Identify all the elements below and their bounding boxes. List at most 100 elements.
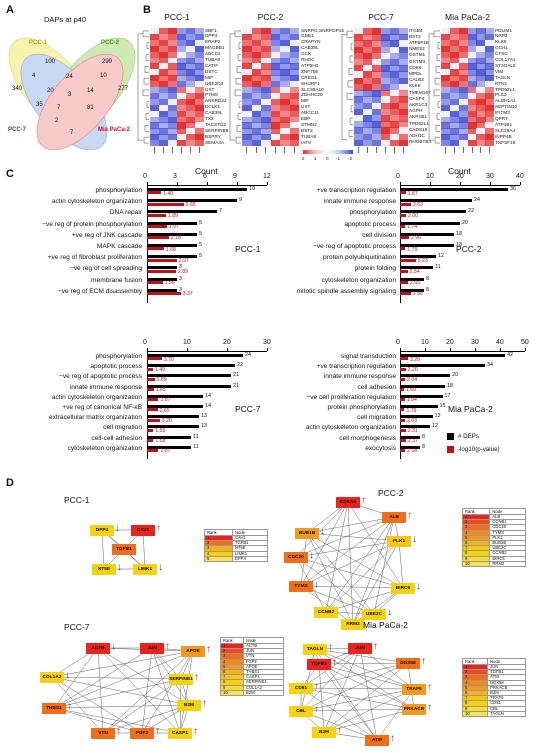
heatmap-cell	[150, 128, 160, 135]
bar-chart-axis	[147, 185, 267, 186]
heatmap-cell	[270, 92, 281, 100]
heatmap-cell	[177, 110, 187, 117]
network-node: TYMS	[289, 580, 313, 592]
bar-chart-count-bar	[147, 255, 197, 259]
heatmap-cell	[242, 98, 252, 106]
heatmap-gene-label: ABCC2	[205, 51, 221, 57]
bar-chart-tick-label: 12	[263, 173, 271, 180]
heatmap-gene-label: SLC29A4	[495, 127, 516, 133]
bar-chart-pvalue-label: 3.56	[412, 291, 423, 298]
heatmap-gene-label: CASP4	[409, 95, 425, 101]
heatmap-cell	[372, 127, 382, 134]
bar-chart-term-label: innate immune response	[69, 383, 142, 391]
heatmap-cell	[399, 121, 409, 128]
network-node: PRKACB	[402, 703, 426, 715]
heatmap-cell	[270, 110, 281, 117]
heatmap-cell	[159, 87, 169, 94]
heatmap-gene-label: ZNF706	[301, 68, 318, 74]
legend-swatch-deps	[447, 433, 454, 440]
heatmap-gene-label: IFITM3	[495, 110, 510, 116]
heatmap-cell	[485, 45, 495, 52]
bar-chart-term-label: cell-cell adhesion	[91, 434, 142, 442]
heatmap-cell	[251, 75, 262, 82]
heatmap-dendrogram	[428, 30, 440, 144]
heatmap-cell	[289, 122, 300, 129]
heatmap-cell	[381, 139, 391, 147]
heatmap-cell	[476, 28, 486, 35]
heatmap-cell	[195, 39, 205, 47]
bar-chart-tick-label: 10	[183, 339, 191, 346]
bar-chart-pvalue-bar	[400, 367, 406, 371]
heatmap-cell	[150, 75, 160, 82]
heatmap-cell	[280, 81, 290, 88]
bar-chart-title: PCC-2	[456, 244, 482, 254]
heatmap-cell	[390, 52, 400, 60]
heatmap-cell	[381, 59, 391, 66]
heatmap-sample-tick	[445, 147, 446, 153]
bar-chart-tick	[449, 348, 451, 351]
heatmap-cell	[177, 81, 187, 88]
bar-chart-pvalue-bar	[147, 367, 153, 371]
heatmap-cell	[261, 104, 271, 111]
arrow-up-icon: ↑	[427, 681, 432, 693]
bar-chart-tick-label: 0	[396, 339, 400, 346]
bar-chart-count-bar	[400, 364, 485, 368]
heatmap-gene-label: GCH1	[495, 45, 509, 51]
heatmap-cell	[476, 128, 486, 135]
heatmap-cell	[441, 134, 451, 141]
bar-chart-count-label: 24	[245, 352, 251, 358]
heatmap-cell	[390, 90, 400, 97]
network-node: CAV1	[131, 524, 155, 536]
heatmap-gene-label: TMEM167	[409, 89, 431, 95]
heatmap-cell	[399, 52, 409, 60]
heatmap-sample-tick	[274, 147, 276, 153]
heatmap-cell	[381, 52, 391, 60]
heatmap-cell	[399, 83, 409, 91]
bar-chart-pvalue-label: 2.97	[178, 257, 189, 264]
network-title: PCC-2	[378, 488, 404, 498]
heatmap-cell	[177, 69, 187, 76]
network-node: JUN	[348, 642, 372, 654]
bar-chart-pvalue-bar	[147, 269, 176, 273]
heatmap-cell	[242, 63, 252, 70]
heatmap-cell	[363, 133, 373, 141]
heatmap-gene-label: CRAPYN	[301, 39, 321, 45]
heatmap-cell	[270, 98, 281, 106]
arrow-up-icon: ↑	[337, 724, 342, 736]
bar-chart-pvalue-label: 2.37	[407, 438, 419, 445]
heatmap-cell	[195, 98, 205, 106]
heatmap-cell	[242, 57, 252, 64]
heatmap-gene-label: IAF9	[301, 139, 311, 145]
bar-chart-pvalue-bar	[400, 247, 406, 251]
heatmap-cell	[261, 45, 271, 52]
bar-chart-title: Mia PaCa-2	[448, 404, 493, 414]
heatmap-cell	[354, 121, 364, 128]
heatmap-sample-tick	[403, 147, 404, 153]
heatmap-cell	[485, 140, 495, 147]
heatmap-cell	[270, 81, 281, 88]
bar-chart-count-bar	[147, 232, 197, 236]
arrow-down-icon: ↓	[320, 525, 325, 537]
heatmap-cell	[390, 65, 400, 72]
heatmap-cell	[261, 87, 271, 94]
bar-chart-pvalue-label: 1.58	[155, 438, 166, 445]
heatmap-cell	[168, 57, 178, 64]
heatmap-cell	[390, 34, 400, 41]
heatmap-cell	[168, 45, 178, 52]
heatmap-cell	[476, 69, 486, 76]
bar-chart-term-label: cell migration	[103, 424, 142, 432]
heatmap-cell	[441, 45, 451, 52]
heatmap-cell	[399, 102, 409, 110]
arrow-up-icon: ↑	[421, 655, 426, 667]
arrow-up-icon: ↑	[361, 494, 366, 506]
heatmap-cell	[354, 34, 364, 41]
heatmap-gene-label: TUBA8	[301, 133, 317, 139]
bar-chart-pvalue-bar	[147, 357, 162, 361]
bar-chart-count-bar	[147, 199, 237, 203]
heatmap-cell	[186, 128, 196, 135]
heatmap-cell	[195, 87, 205, 94]
heatmap-cell	[261, 57, 271, 64]
heatmap-cell	[381, 96, 391, 103]
heatmap-cell	[251, 128, 262, 135]
heatmap-gene-label: AKR1B1	[409, 114, 427, 120]
